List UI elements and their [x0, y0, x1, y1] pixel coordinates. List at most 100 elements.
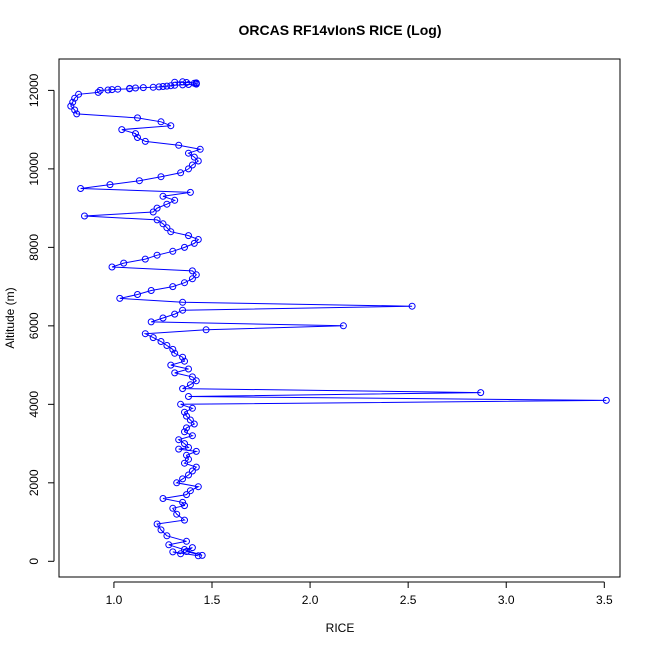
- data-point: [163, 82, 171, 90]
- data-point: [181, 428, 188, 436]
- data-point: [185, 393, 192, 400]
- data-point: [77, 185, 85, 192]
- y-tick-label: 2000: [27, 469, 41, 496]
- data-point: [181, 546, 188, 553]
- data-point: [134, 114, 141, 122]
- series-line: [70, 81, 607, 557]
- data-point: [179, 475, 187, 483]
- data-point: [183, 548, 190, 555]
- data-point: [179, 306, 187, 314]
- data-point: [149, 334, 157, 342]
- data-point: [163, 224, 171, 232]
- data-point: [169, 283, 177, 291]
- data-point: [163, 200, 171, 208]
- data-point: [179, 78, 187, 86]
- data-point: [171, 81, 179, 89]
- data-point: [183, 412, 190, 420]
- data-point: [159, 83, 167, 90]
- data-point: [153, 216, 161, 224]
- data-point: [181, 279, 188, 287]
- data-point: [602, 396, 610, 404]
- data-point: [147, 318, 155, 326]
- data-point: [171, 369, 179, 377]
- y-tick-label: 12000: [27, 73, 41, 107]
- data-point: [134, 134, 141, 141]
- data-point: [192, 271, 200, 279]
- x-axis-label: RICE: [326, 621, 355, 635]
- data-point: [96, 86, 104, 94]
- data-point: [167, 228, 175, 236]
- data-point: [169, 548, 177, 556]
- data-point: [183, 424, 190, 432]
- data-point: [171, 78, 179, 86]
- y-tick-label: 6000: [27, 312, 41, 339]
- data-point: [188, 404, 196, 412]
- data-point: [202, 326, 210, 334]
- data-point: [408, 302, 416, 310]
- data-point: [75, 90, 83, 98]
- data-point: [118, 126, 126, 134]
- data-point: [192, 79, 200, 87]
- data-point: [141, 137, 149, 145]
- data-point: [171, 349, 179, 357]
- data-point: [188, 161, 196, 169]
- data-point: [169, 504, 177, 512]
- data-point: [183, 79, 190, 86]
- data-point: [185, 471, 192, 479]
- data-point: [71, 106, 79, 114]
- data-point: [71, 94, 79, 102]
- data-point: [104, 86, 112, 94]
- data-point: [194, 483, 202, 491]
- data-point: [153, 251, 161, 259]
- data-point: [198, 551, 206, 559]
- data-point: [188, 275, 196, 283]
- data-point: [185, 444, 192, 451]
- data-point: [190, 420, 198, 428]
- data-point: [173, 479, 181, 487]
- data-point: [159, 314, 167, 322]
- data-point: [185, 365, 192, 373]
- data-point: [185, 149, 192, 157]
- data-point: [181, 440, 188, 448]
- data-point: [132, 130, 139, 138]
- data-point: [134, 291, 141, 298]
- y-tick-label: 4000: [27, 391, 41, 418]
- data-point: [169, 247, 177, 255]
- data-point: [177, 400, 185, 408]
- data-point: [339, 322, 347, 330]
- data-point: [194, 157, 202, 165]
- data-point: [167, 122, 175, 130]
- data-point: [177, 169, 185, 177]
- y-tick-label: 10000: [27, 152, 41, 186]
- y-axis-label: Altitude (m): [3, 287, 17, 348]
- points-layer: [67, 78, 610, 560]
- x-tick-label: 1.0: [106, 593, 123, 607]
- data-point: [147, 287, 155, 294]
- data-point: [81, 212, 88, 220]
- data-point: [67, 102, 75, 110]
- data-point: [477, 389, 485, 397]
- data-point: [167, 82, 175, 90]
- data-point: [186, 487, 194, 495]
- data-point: [173, 510, 181, 518]
- data-point: [194, 552, 202, 560]
- chart-title: ORCAS RF14vIonS RICE (Log): [238, 22, 441, 38]
- data-point: [194, 236, 202, 243]
- data-point: [190, 153, 198, 161]
- data-point: [175, 436, 183, 444]
- x-axis: 1.0 1.5 2.0 2.5 3.0 3.5: [106, 581, 613, 607]
- x-tick-label: 3.5: [596, 593, 613, 607]
- data-point: [192, 377, 200, 385]
- data-point: [155, 83, 163, 91]
- data-point: [181, 243, 188, 251]
- data-point: [188, 432, 196, 440]
- data-point: [181, 459, 188, 467]
- data-point: [141, 330, 149, 338]
- data-point: [167, 361, 175, 369]
- data-point: [159, 220, 167, 228]
- data-point: [116, 294, 124, 302]
- data-point: [186, 188, 194, 196]
- data-point: [120, 259, 128, 267]
- data-point: [157, 118, 165, 126]
